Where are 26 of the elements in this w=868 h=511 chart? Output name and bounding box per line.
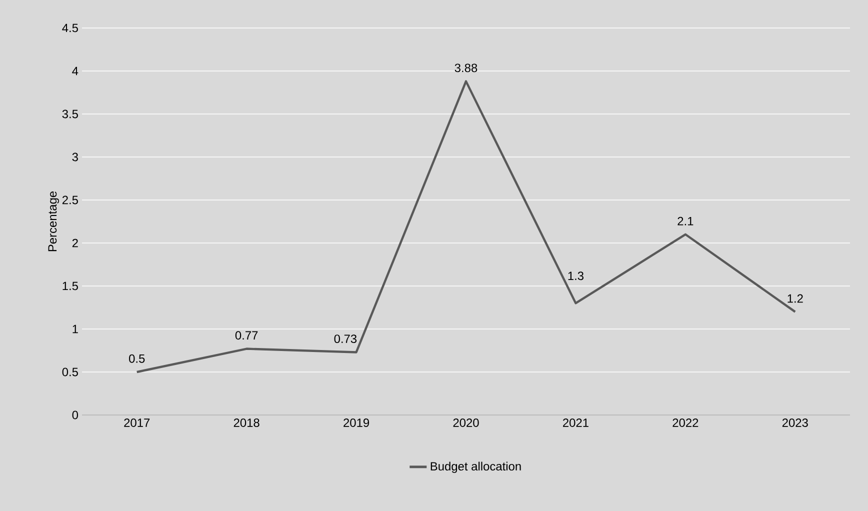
- data-label: 3.88: [454, 64, 478, 72]
- y-tick-label: 2.5: [62, 196, 78, 204]
- legend-label: Budget allocation: [430, 462, 521, 473]
- y-tick-label: 2: [72, 238, 78, 248]
- data-label: 1.3: [568, 272, 584, 280]
- data-label: 1.2: [788, 294, 803, 303]
- x-tick-label: 2023: [782, 418, 808, 427]
- data-label: 2.1: [678, 216, 694, 226]
- x-tick-label: 2022: [672, 418, 698, 427]
- y-tick-label: 0: [72, 410, 78, 420]
- x-tick-label: 2019: [344, 418, 370, 427]
- x-tick-label: 2020: [453, 418, 479, 427]
- y-tick-label: 0.5: [62, 368, 78, 376]
- y-tick-label: 4.5: [62, 24, 78, 32]
- x-tick-label: 2021: [563, 418, 588, 427]
- data-label: 0.73: [334, 334, 357, 344]
- y-axis-title: Percentage: [48, 191, 60, 252]
- data-label: 0.5: [129, 354, 145, 363]
- x-tick-label: 2017: [124, 418, 150, 427]
- y-tick-label: 1.5: [62, 282, 78, 290]
- y-tick-label: 1: [72, 324, 78, 334]
- x-tick-label: 2018: [234, 418, 260, 427]
- data-label: 0.77: [235, 331, 258, 340]
- y-tick-label: 3: [72, 152, 78, 162]
- y-tick-label: 4: [72, 66, 78, 76]
- y-tick-label: 3.5: [62, 110, 78, 118]
